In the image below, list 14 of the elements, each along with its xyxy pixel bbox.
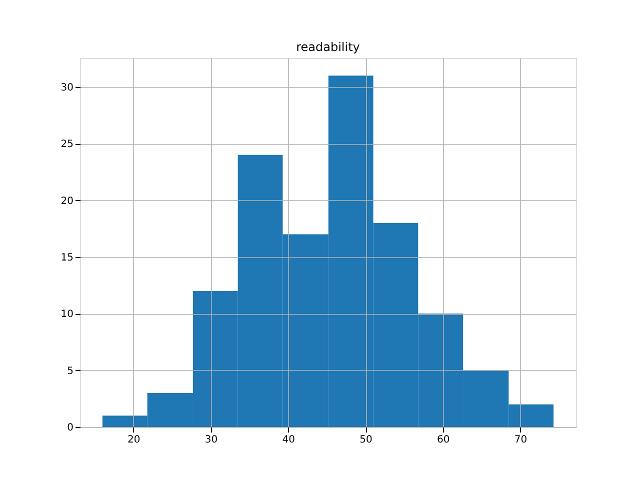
x-tick-label: 50 bbox=[360, 434, 372, 446]
y-tick-label: 25 bbox=[60, 139, 74, 150]
y-tick-label: 20 bbox=[60, 196, 74, 207]
y-tick-label: 30 bbox=[60, 82, 74, 94]
x-tick-label: 40 bbox=[282, 434, 296, 446]
x-tick-label: 60 bbox=[437, 434, 450, 446]
y-tick-label: 10 bbox=[60, 309, 74, 320]
chart-title: readability bbox=[296, 40, 360, 54]
x-tick-label: 30 bbox=[204, 434, 218, 446]
y-tick-label: 5 bbox=[67, 366, 74, 377]
x-tick-label: 70 bbox=[514, 434, 528, 446]
x-tick-label: 20 bbox=[128, 434, 140, 446]
y-tick-label: 15 bbox=[60, 252, 74, 264]
y-tick-label: 0 bbox=[67, 422, 74, 434]
